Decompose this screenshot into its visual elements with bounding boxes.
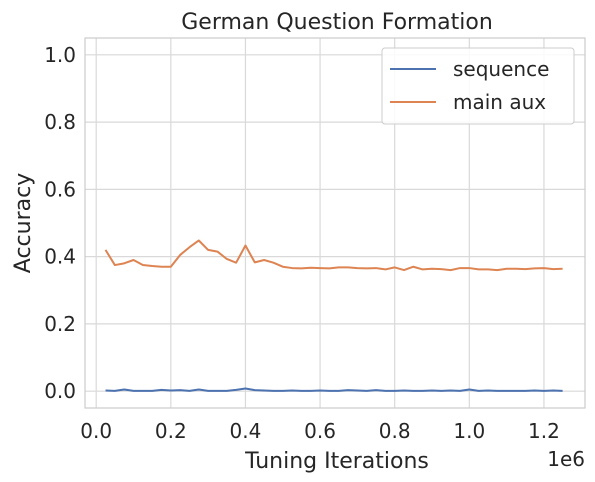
x-tick-label: 0.2 — [155, 419, 187, 443]
x-tick-label: 1.0 — [453, 419, 485, 443]
x-tick-label: 1.2 — [528, 419, 560, 443]
x-tick-label: 0.6 — [304, 419, 336, 443]
legend: sequence main aux — [381, 47, 575, 125]
y-tick-label: 0.4 — [44, 245, 76, 269]
y-tick-label: 0.8 — [44, 110, 76, 134]
chart-title: German Question Formation — [181, 10, 493, 35]
y-tick-label: 1.0 — [44, 43, 76, 67]
x-tick-label: 0.4 — [230, 419, 262, 443]
legend-label-main-aux: main aux — [453, 90, 546, 114]
x-grid — [95, 38, 545, 408]
x-offset-text: 1e6 — [547, 447, 585, 471]
legend-label-sequence: sequence — [453, 57, 549, 81]
x-tick-label: 0.0 — [80, 419, 112, 443]
series-line-main-aux — [104, 239, 563, 272]
y-tick-label: 0.2 — [44, 312, 76, 336]
series-lines — [104, 239, 563, 392]
x-tick-label: 0.8 — [379, 419, 411, 443]
legend-box — [381, 47, 575, 125]
y-tick-labels: 0.0 0.2 0.4 0.6 0.8 1.0 — [44, 43, 76, 403]
series-line-sequence — [105, 387, 563, 392]
x-tick-labels: 0.0 0.2 0.4 0.6 0.8 1.0 1.2 — [80, 419, 560, 443]
plot-frame — [84, 37, 586, 409]
x-axis-label: Tuning Iterations — [244, 449, 429, 474]
y-tick-label: 0.6 — [44, 177, 76, 201]
y-tick-label: 0.0 — [44, 379, 76, 403]
y-axis-label: Accuracy — [11, 173, 36, 273]
